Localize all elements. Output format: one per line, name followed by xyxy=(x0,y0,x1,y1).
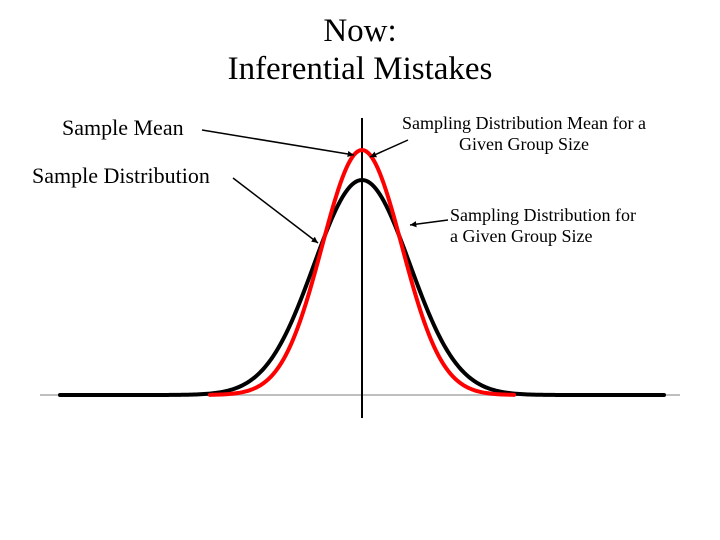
chart-svg xyxy=(0,0,720,540)
